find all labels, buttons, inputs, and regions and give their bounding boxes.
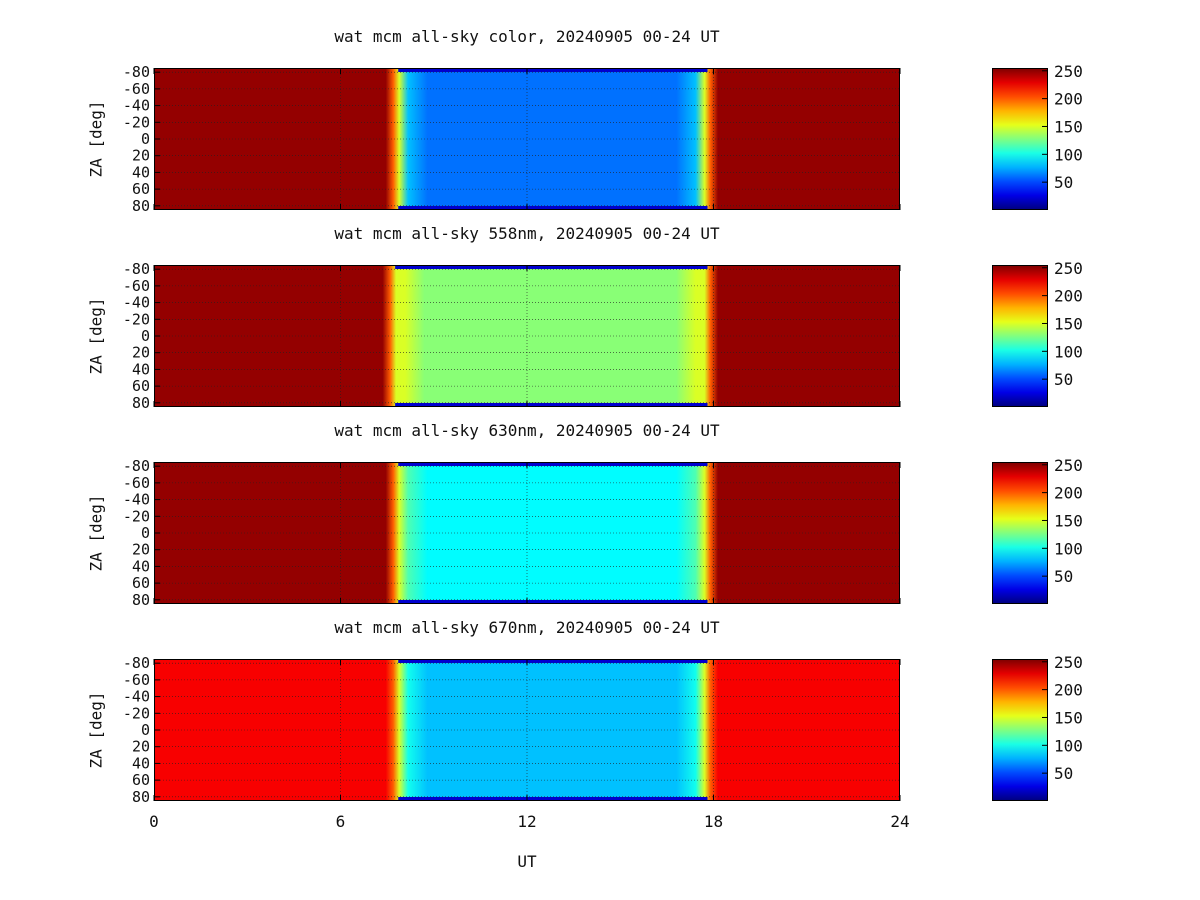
colorbar-svg: 50 100 150 200 250 xyxy=(992,62,1083,210)
horizon-band xyxy=(398,797,708,801)
y-tick-label: 80 xyxy=(132,591,150,609)
y-tick-label: -40 xyxy=(123,294,150,312)
y-tick-label: -20 xyxy=(123,310,150,328)
y-tick-label: -60 xyxy=(123,277,150,295)
horizon-band xyxy=(395,265,708,269)
colorbar-tick-label: 50 xyxy=(1054,567,1073,586)
colorbar-tick-label: 100 xyxy=(1054,342,1083,361)
colorbar-tick-label: 100 xyxy=(1054,736,1083,755)
colorbar-tick-label: 200 xyxy=(1054,681,1083,700)
y-tick-label: -60 xyxy=(123,474,150,492)
x-tick-label: 18 xyxy=(704,812,723,831)
horizon-band xyxy=(398,68,708,72)
horizon-band xyxy=(395,403,708,407)
colorbar-tick-label: 150 xyxy=(1054,117,1083,136)
colorbar-svg: 50 100 150 200 250 xyxy=(992,456,1083,604)
x-axis-label: UT xyxy=(517,852,537,871)
y-tick-label: -20 xyxy=(123,113,150,131)
colorbar-tick-label: 150 xyxy=(1054,708,1083,727)
y-tick-label: 20 xyxy=(132,147,150,165)
y-tick-label: 60 xyxy=(132,180,150,198)
y-tick-label: -80 xyxy=(123,260,150,278)
heatmap-panel: -80 -60 -40 -20 0 20 40 60 80 xyxy=(123,63,901,215)
y-tick-label: 20 xyxy=(132,738,150,756)
panel-title: wat mcm all-sky 670nm, 20240905 00-24 UT xyxy=(334,618,720,637)
colorbar-gradient xyxy=(992,462,1048,604)
y-tick-label: -60 xyxy=(123,80,150,98)
x-tick-labels: 0 6 12 18 24 xyxy=(149,812,909,831)
colorbar: 50 100 150 200 250 xyxy=(992,456,1083,604)
y-tick-label: 60 xyxy=(132,771,150,789)
heatmap-panel: -80 -60 -40 -20 0 20 40 60 80 xyxy=(123,457,901,609)
colorbar-tick-label: 250 xyxy=(1054,456,1083,475)
colorbar-tick-label: 150 xyxy=(1054,314,1083,333)
y-tick-label: -80 xyxy=(123,654,150,672)
horizon-band xyxy=(398,600,708,604)
colorbar: 50 100 150 200 250 xyxy=(992,259,1083,407)
y-tick-label: -40 xyxy=(123,97,150,115)
panel-title: wat mcm all-sky color, 20240905 00-24 UT xyxy=(334,27,720,46)
y-tick-label: -80 xyxy=(123,457,150,475)
x-tick-label: 12 xyxy=(517,812,536,831)
panel-title: wat mcm all-sky 630nm, 20240905 00-24 UT xyxy=(334,421,720,440)
colorbar-svg: 50 100 150 200 250 xyxy=(992,653,1083,801)
y-tick-label: -60 xyxy=(123,671,150,689)
horizon-band xyxy=(398,462,708,466)
colorbar-tick-label: 100 xyxy=(1054,145,1083,164)
y-tick-label: -80 xyxy=(123,63,150,81)
horizon-band xyxy=(398,659,708,663)
colorbar-tick-label: 250 xyxy=(1054,259,1083,278)
colorbar-svg: 50 100 150 200 250 xyxy=(992,259,1083,407)
y-tick-label: -40 xyxy=(123,688,150,706)
colorbar-tick-label: 50 xyxy=(1054,173,1073,192)
x-tick-label: 24 xyxy=(890,812,909,831)
y-tick-label: 40 xyxy=(132,360,150,378)
x-tick-label: 6 xyxy=(336,812,346,831)
y-tick-label: 0 xyxy=(141,721,150,739)
colorbar-gradient xyxy=(992,265,1048,407)
horizon-band xyxy=(398,206,708,210)
y-tick-label: 20 xyxy=(132,344,150,362)
y-tick-label: 40 xyxy=(132,163,150,181)
colorbar-tick-label: 200 xyxy=(1054,484,1083,503)
y-tick-label: 0 xyxy=(141,130,150,148)
colorbar-tick-label: 150 xyxy=(1054,511,1083,530)
y-tick-label: 80 xyxy=(132,394,150,412)
colorbar-gradient xyxy=(992,659,1048,801)
heatmap-panel: -80 -60 -40 -20 0 20 40 60 80 xyxy=(123,654,901,806)
panel-title: wat mcm all-sky 558nm, 20240905 00-24 UT xyxy=(334,224,720,243)
y-tick-label: 60 xyxy=(132,377,150,395)
y-tick-label: 80 xyxy=(132,788,150,806)
y-tick-label: 0 xyxy=(141,327,150,345)
y-tick-label: 20 xyxy=(132,541,150,559)
colorbar-tick-label: 250 xyxy=(1054,653,1083,672)
x-tick-label: 0 xyxy=(149,812,159,831)
y-tick-label: -40 xyxy=(123,491,150,509)
colorbar-tick-label: 50 xyxy=(1054,764,1073,783)
colorbar-tick-label: 200 xyxy=(1054,90,1083,109)
y-tick-label: 0 xyxy=(141,524,150,542)
y-tick-label: 80 xyxy=(132,197,150,215)
colorbar-tick-label: 50 xyxy=(1054,370,1073,389)
colorbar-tick-label: 250 xyxy=(1054,62,1083,81)
y-tick-label: 40 xyxy=(132,754,150,772)
y-tick-label: -20 xyxy=(123,507,150,525)
y-tick-label: 40 xyxy=(132,557,150,575)
y-tick-label: 60 xyxy=(132,574,150,592)
colorbar: 50 100 150 200 250 xyxy=(992,62,1083,210)
y-tick-label: -20 xyxy=(123,704,150,722)
colorbar: 50 100 150 200 250 xyxy=(992,653,1083,801)
colorbar-gradient xyxy=(992,68,1048,210)
colorbar-tick-label: 100 xyxy=(1054,539,1083,558)
colorbar-tick-label: 200 xyxy=(1054,287,1083,306)
heatmap-panel: -80 -60 -40 -20 0 20 40 60 80 xyxy=(123,260,901,412)
